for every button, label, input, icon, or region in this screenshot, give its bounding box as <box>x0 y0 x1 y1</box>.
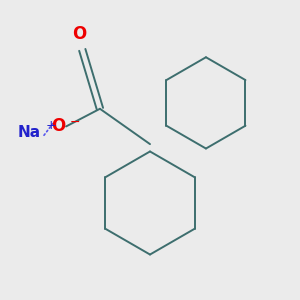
Text: O: O <box>72 25 86 43</box>
Text: −: − <box>70 116 80 128</box>
Text: Na: Na <box>18 125 41 140</box>
Text: O: O <box>52 117 66 135</box>
Text: +: + <box>46 119 56 132</box>
